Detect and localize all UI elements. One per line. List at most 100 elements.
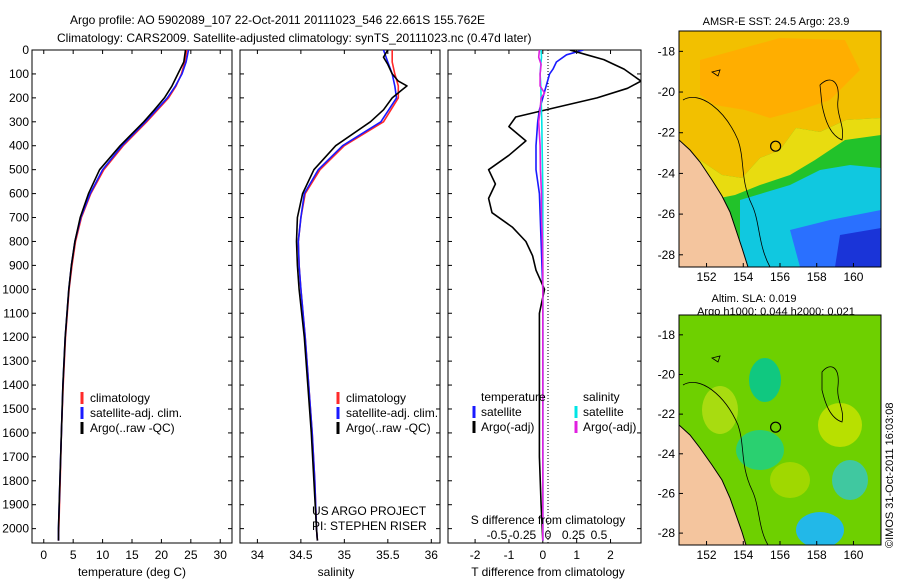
sst-coastline xyxy=(679,139,749,267)
legend-label-temp-satellite: satellite xyxy=(481,405,522,419)
y-tick-label: 100 xyxy=(9,67,29,81)
salinity-plot-frame xyxy=(239,49,441,544)
sla-shelf-contour xyxy=(682,382,769,545)
argo-float-marker xyxy=(769,140,782,152)
difference-panel: -2 -1 0 1 2 temperature satellite Argo(-adj)… xyxy=(447,49,642,579)
y-tick-label: 1100 xyxy=(3,306,29,320)
x-tick-label: 10 xyxy=(96,548,110,562)
x-tick-label: -2 xyxy=(470,548,481,562)
sla-low-4 xyxy=(832,460,868,500)
sla-low-2 xyxy=(736,430,784,470)
temperature-plot-frame xyxy=(31,49,233,544)
lon-tick-label: 156 xyxy=(770,548,790,562)
y-tick-label: 200 xyxy=(9,91,29,105)
y-tick-label: 0 xyxy=(22,43,29,57)
legend-label-climatology: climatology xyxy=(346,391,406,405)
lon-tick-label: 154 xyxy=(733,270,753,284)
lat-tick-label: -18 xyxy=(658,44,676,58)
legend-label-argo: Argo(..raw -QC) xyxy=(90,421,175,435)
x-tick-label: -1 xyxy=(504,548,515,562)
legend-label-sal-argo: Argo(-adj) xyxy=(583,420,636,434)
y-tick-label: 700 xyxy=(9,211,29,225)
s-tick-label: 0.5 xyxy=(591,528,608,542)
lat-tick-label: -26 xyxy=(658,486,676,500)
sst-map: AMSR-E SST: 24.5 Argo: 23.9 152 154 156 158… xyxy=(658,16,882,284)
y-tick-label: 2000 xyxy=(2,522,29,536)
series-argo xyxy=(295,50,408,541)
s-difference-tick-labels: -0.5 -0.25 0 0.25 0.5 xyxy=(487,528,608,542)
y-tick-label: 900 xyxy=(9,258,29,272)
sla-land xyxy=(679,425,746,545)
lat-tick-label: -22 xyxy=(658,407,676,421)
salinity-depth-ticks xyxy=(240,49,440,530)
sst-shelf-contour xyxy=(682,97,771,267)
y-tick-label: 300 xyxy=(9,115,29,129)
legend-label-argo: Argo(..raw -QC) xyxy=(346,421,431,435)
salinity-profiles xyxy=(295,50,408,541)
project-name: US ARGO PROJECT xyxy=(312,504,427,518)
sst-map-axes: 152 154 156 158 160 -18 -20 -22 -24 -26 -28 xyxy=(658,44,864,284)
lon-tick-label: 152 xyxy=(697,270,717,284)
sst-yellow-band xyxy=(679,118,881,200)
lon-tick-label: 158 xyxy=(807,270,827,284)
y-tick-label: 1400 xyxy=(2,378,29,392)
x-tick-label: 2 xyxy=(607,548,614,562)
x-tick-label: 35.5 xyxy=(376,548,400,562)
x-tick-label: 36 xyxy=(425,548,439,562)
x-tick-label: 15 xyxy=(125,548,139,562)
t-difference-x-axis: -2 -1 0 1 2 xyxy=(470,50,614,562)
header-line-1: Argo profile: AO 5902089_107 22-Oct-2011… xyxy=(70,13,485,27)
salinity-x-axis: 34 34.5 35 35.5 36 xyxy=(251,50,439,562)
lat-tick-label: -18 xyxy=(658,328,676,342)
sst-map-title: AMSR-E SST: 24.5 Argo: 23.9 xyxy=(703,16,850,28)
temperature-x-axis: 0 5 10 15 20 25 30 xyxy=(40,50,227,562)
y-tick-label: 800 xyxy=(9,234,29,248)
temperature-legend: climatology satellite-adj. clim. Argo(..… xyxy=(80,391,182,435)
s-tick-label: -0.25 xyxy=(509,528,537,542)
lat-tick-label: -28 xyxy=(658,248,676,262)
y-tick-label: 1000 xyxy=(2,282,29,296)
x-tick-label: 34.5 xyxy=(289,548,313,562)
legend-label-sal-satellite: satellite xyxy=(583,405,624,419)
y-tick-label: 1800 xyxy=(2,474,29,488)
temperature-profiles xyxy=(57,50,190,541)
legend-label-satellite: satellite-adj. clim. xyxy=(90,406,182,420)
sla-map-axes: 152 154 156 158 160 -18 -20 -22 -24 -26 -28 xyxy=(658,328,864,562)
y-tick-label: 400 xyxy=(9,139,29,153)
sst-island-contour xyxy=(711,69,721,77)
series-salinity-argo xyxy=(537,50,546,541)
x-tick-label: 20 xyxy=(155,548,169,562)
series-argo xyxy=(57,50,187,541)
lat-tick-label: -28 xyxy=(658,526,676,540)
s-tick-label: -0.5 xyxy=(487,528,508,542)
lon-tick-label: 152 xyxy=(697,548,717,562)
lat-tick-label: -20 xyxy=(658,85,676,99)
y-tick-label: 1900 xyxy=(2,498,29,512)
sst-land xyxy=(679,140,748,267)
difference-depth-ticks xyxy=(448,49,641,530)
temperature-panel: 0100200300400500600700800900100011001200… xyxy=(2,43,233,579)
legend-label-satellite: satellite-adj. clim. xyxy=(346,406,438,420)
sla-island-contour xyxy=(711,355,721,363)
sla-high-3 xyxy=(770,462,810,498)
x-tick-label: 0 xyxy=(40,548,47,562)
sla-low-1 xyxy=(749,358,781,402)
series-satellite xyxy=(297,50,398,541)
legend-title-salinity: salinity xyxy=(583,390,620,404)
s-tick-label: 0.25 xyxy=(562,528,586,542)
salinity-legend: climatology satellite-adj. clim. Argo(..… xyxy=(336,391,438,435)
sst-coldest-region xyxy=(835,228,881,267)
lon-tick-label: 160 xyxy=(843,270,863,284)
header-line-2: Climatology: CARS2009. Satellite-adjuste… xyxy=(57,31,531,45)
x-tick-label: 0 xyxy=(539,548,546,562)
y-tick-label: 500 xyxy=(9,163,29,177)
difference-legend-salinity: salinity satellite Argo(-adj) xyxy=(574,390,636,434)
lat-tick-label: -20 xyxy=(658,367,676,381)
sst-reef-contour xyxy=(819,79,844,141)
lat-tick-label: -24 xyxy=(658,166,676,180)
t-difference-label: T difference from climatology xyxy=(471,565,625,579)
lon-tick-label: 156 xyxy=(770,270,790,284)
sla-map: Altim. SLA: 0.019 Argo h1000: 0.044 h200… xyxy=(658,293,882,562)
imos-credit: ©IMOS 31-Oct-2011 16:03:08 xyxy=(884,403,896,548)
